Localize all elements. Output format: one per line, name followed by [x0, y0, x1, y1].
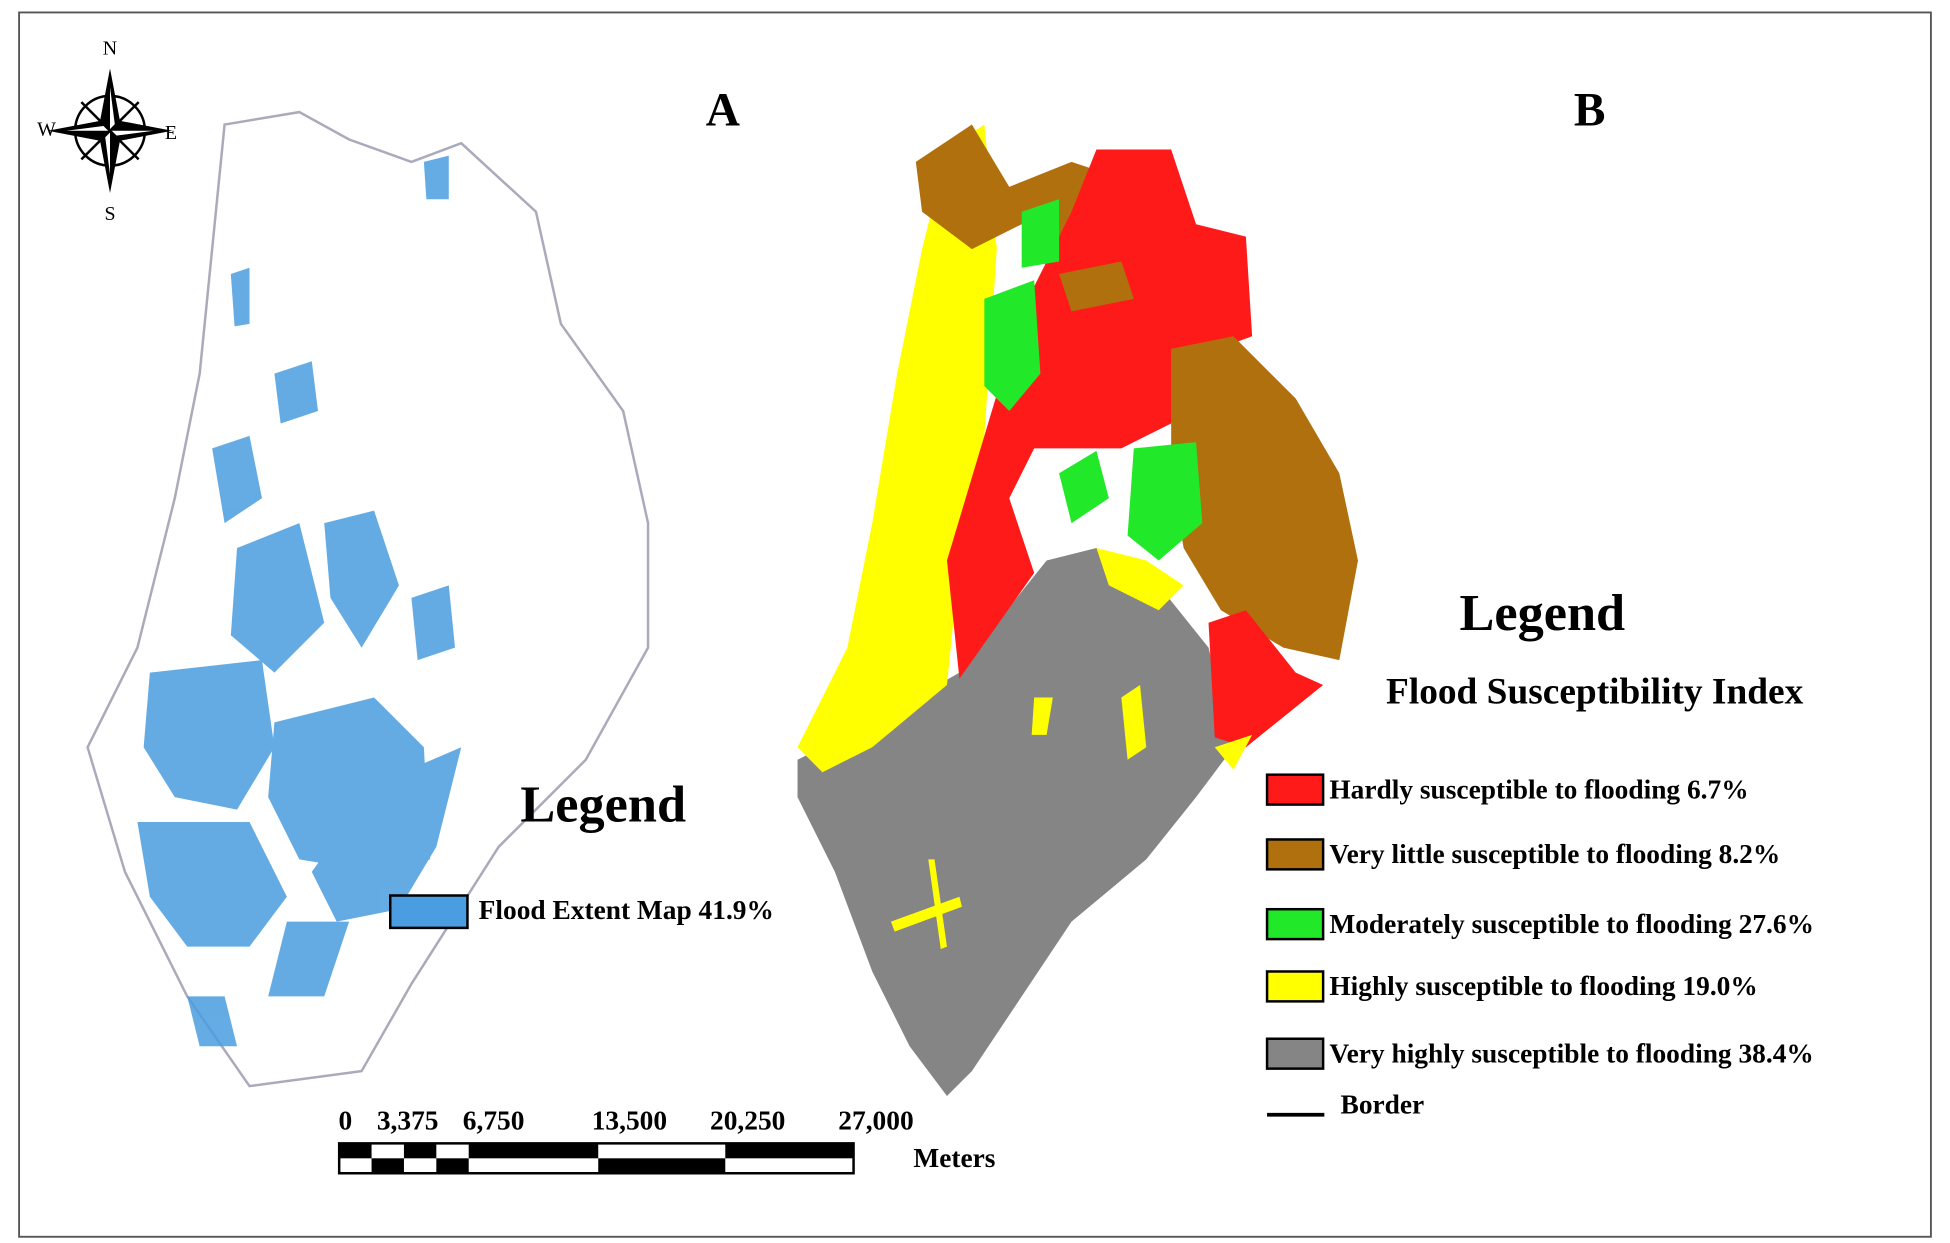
legend-swatch: [1265, 970, 1325, 1003]
compass-w: W: [37, 118, 56, 140]
scale-label: 6,750: [463, 1106, 525, 1136]
legend-label: Very little susceptible to flooding 8.2%: [1329, 839, 1780, 869]
legend-label: Very highly susceptible to flooding 38.4…: [1329, 1038, 1813, 1068]
scale-label: 13,500: [592, 1106, 667, 1136]
scale-label: 3,375: [377, 1106, 439, 1136]
scale-unit: Meters: [913, 1143, 995, 1173]
legend-title: Legend: [1460, 584, 1626, 642]
legend-swatch: [1265, 773, 1325, 806]
legend-title: Legend: [520, 776, 686, 834]
legend-swatch: [1265, 838, 1325, 871]
legend-label: Flood Extent Map 41.9%: [479, 895, 774, 925]
legend-swatch: [1265, 907, 1325, 941]
compass-s: S: [104, 203, 115, 225]
scale-labels: 0 3,375 6,750 13,500 20,250 27,000: [339, 1106, 914, 1136]
map-b: [797, 124, 1358, 1097]
legend-swatch: [1265, 1037, 1325, 1070]
legend-label: Moderately susceptible to flooding 27.6%: [1329, 909, 1814, 939]
map-a: [86, 110, 650, 1088]
compass-rose: [47, 68, 173, 194]
legend-swatch: [388, 894, 469, 930]
legend-label: Border: [1341, 1090, 1425, 1120]
panel-label: A: [706, 84, 740, 136]
legend-label: Highly susceptible to flooding 19.0%: [1329, 971, 1757, 1001]
panel-label: B: [1574, 84, 1606, 136]
compass-n: N: [103, 37, 117, 59]
scale-label: 27,000: [838, 1106, 913, 1136]
compass-e: E: [165, 122, 177, 144]
scale-label: 20,250: [710, 1106, 785, 1136]
legend-subtitle: Flood Susceptibility Index: [1386, 672, 1804, 713]
legend-label: Hardly susceptible to flooding 6.7%: [1329, 774, 1748, 804]
scale-bar: [337, 1142, 855, 1175]
legend-b: Hardly susceptible to flooding 6.7% Very …: [1265, 773, 1814, 1070]
scale-label: 0: [339, 1106, 353, 1136]
